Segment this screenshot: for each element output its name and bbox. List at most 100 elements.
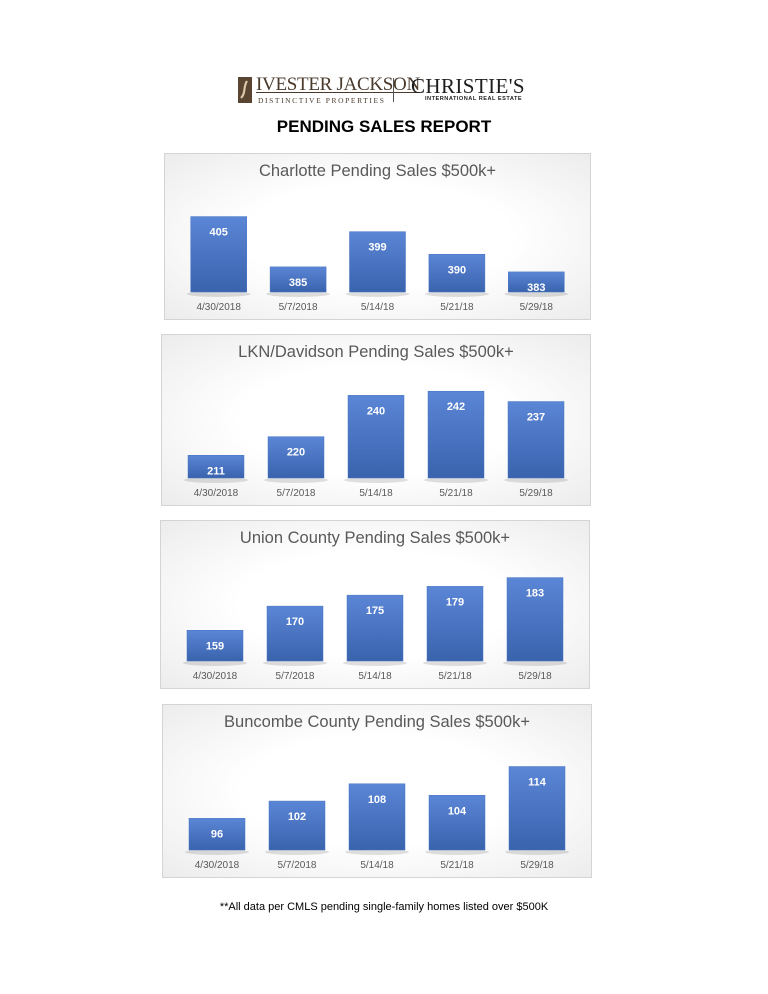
christies-tagline: INTERNATIONAL REAL ESTATE (425, 96, 523, 102)
bar-shadow (344, 477, 408, 483)
data-label: 220 (287, 447, 305, 459)
tick-label: 5/21/18 (440, 302, 474, 313)
data-label: 102 (288, 811, 306, 823)
bar-shadow (265, 849, 329, 855)
logo-row: IVESTER JACKSON DISTINCTIVE PROPERTIES C… (0, 72, 768, 106)
chart-plot: 159 4/30/2018 170 5/7/2018 175 5/14/18 179 5/21… (183, 577, 567, 682)
chart-buncombe-county: Buncombe County Pending Sales $500k+ 96 4… (162, 704, 592, 878)
data-label: 211 (207, 465, 225, 477)
tick-label: 5/7/2018 (278, 860, 317, 871)
bar-shadow (343, 660, 407, 666)
report-title: PENDING SALES REPORT (276, 117, 492, 136)
bar-shadow (424, 477, 488, 483)
tick-label: 5/21/18 (440, 860, 474, 871)
data-label: 114 (528, 777, 547, 789)
bar (269, 266, 327, 293)
data-label: 104 (448, 805, 467, 817)
tick-label: 4/30/2018 (196, 302, 241, 313)
bar-shadow (264, 477, 328, 483)
bar (349, 231, 406, 293)
data-label: 237 (527, 412, 545, 424)
data-label: 170 (286, 616, 304, 628)
chart-lkn-davidson: LKN/Davidson Pending Sales $500k+ 211 4/3… (161, 334, 591, 506)
bar-shadow (345, 849, 409, 855)
ivester-jackson-emblem-icon (238, 77, 252, 103)
ivester-jackson-tagline: DISTINCTIVE PROPERTIES (258, 96, 386, 105)
chart-title: Buncombe County Pending Sales $500k+ (224, 713, 530, 731)
footnote: **All data per CMLS pending single-famil… (219, 901, 549, 913)
tick-label: 5/14/18 (361, 302, 395, 313)
tick-label: 5/21/18 (438, 671, 472, 682)
bar-shadow (183, 660, 247, 666)
tick-label: 5/7/2018 (279, 302, 318, 313)
bar-shadow (345, 291, 410, 297)
chart-charlotte: Charlotte Pending Sales $500k+ 405 4/30/2… (164, 153, 591, 320)
chart-title: Union County Pending Sales $500k+ (239, 529, 511, 547)
tick-label: 4/30/2018 (195, 860, 240, 871)
bar (427, 390, 485, 479)
chart-plot: 405 4/30/2018 385 5/7/2018 399 5/14/18 390 5/21… (186, 216, 569, 313)
chart-plot: 96 4/30/2018 102 5/7/2018 108 5/14/18 104 5/21/… (185, 766, 569, 871)
tick-label: 4/30/2018 (194, 488, 239, 499)
data-label: 96 (211, 828, 223, 840)
bar (188, 818, 246, 851)
tick-label: 5/14/18 (358, 671, 392, 682)
bar (268, 800, 326, 851)
tick-label: 4/30/2018 (193, 671, 238, 682)
tick-label: 5/21/18 (439, 488, 473, 499)
data-label: 242 (447, 401, 465, 413)
tick-label: 5/7/2018 (277, 488, 316, 499)
logo-divider (393, 78, 394, 102)
data-label: 175 (366, 605, 384, 617)
tick-label: 5/14/18 (360, 860, 394, 871)
bar (187, 455, 245, 479)
data-label: 399 (368, 242, 386, 254)
bar (190, 216, 247, 293)
ivester-jackson-wordmark: IVESTER JACKSON (256, 74, 420, 95)
tick-label: 5/7/2018 (276, 671, 315, 682)
tick-label: 5/29/18 (520, 860, 554, 871)
chart-title: LKN/Davidson Pending Sales $500k+ (238, 343, 514, 361)
bar-shadow (505, 849, 569, 855)
bar (346, 594, 404, 662)
christies-wordmark: CHRISTIE'S (411, 74, 525, 98)
bar (266, 605, 324, 662)
data-label: 385 (289, 277, 307, 289)
bar (507, 401, 565, 479)
tick-label: 5/29/18 (518, 671, 552, 682)
chart-plot: 211 4/30/2018 220 5/7/2018 240 5/14/18 242 5/21… (184, 390, 568, 499)
data-label: 405 (210, 227, 228, 239)
data-label: 183 (526, 588, 544, 600)
tick-label: 5/29/18 (519, 488, 553, 499)
chart-title: Charlotte Pending Sales $500k+ (258, 162, 497, 180)
bar-shadow (424, 291, 489, 297)
bar-shadow (504, 477, 568, 483)
bar (267, 436, 325, 479)
bar (186, 630, 244, 662)
bar-shadow (423, 660, 487, 666)
bar (347, 395, 405, 479)
bar-shadow (186, 291, 251, 297)
data-label: 159 (206, 640, 224, 652)
data-label: 108 (368, 794, 386, 806)
bar-shadow (263, 660, 327, 666)
bar-shadow (185, 849, 249, 855)
bar-shadow (504, 291, 569, 297)
bar-shadow (425, 849, 489, 855)
bar-shadow (266, 291, 331, 297)
data-label: 390 (448, 264, 466, 276)
chart-union-county: Union County Pending Sales $500k+ 159 4/3… (160, 520, 590, 689)
data-label: 240 (367, 405, 385, 417)
bar (426, 586, 484, 662)
tick-label: 5/14/18 (359, 488, 393, 499)
bar (506, 577, 564, 662)
data-label: 179 (446, 596, 464, 608)
bar (508, 766, 566, 851)
bar-shadow (184, 477, 248, 483)
bar (428, 795, 486, 851)
bar (348, 783, 406, 851)
data-label: 383 (527, 282, 545, 294)
bar-shadow (503, 660, 567, 666)
bar (508, 271, 565, 293)
bar (428, 254, 486, 293)
